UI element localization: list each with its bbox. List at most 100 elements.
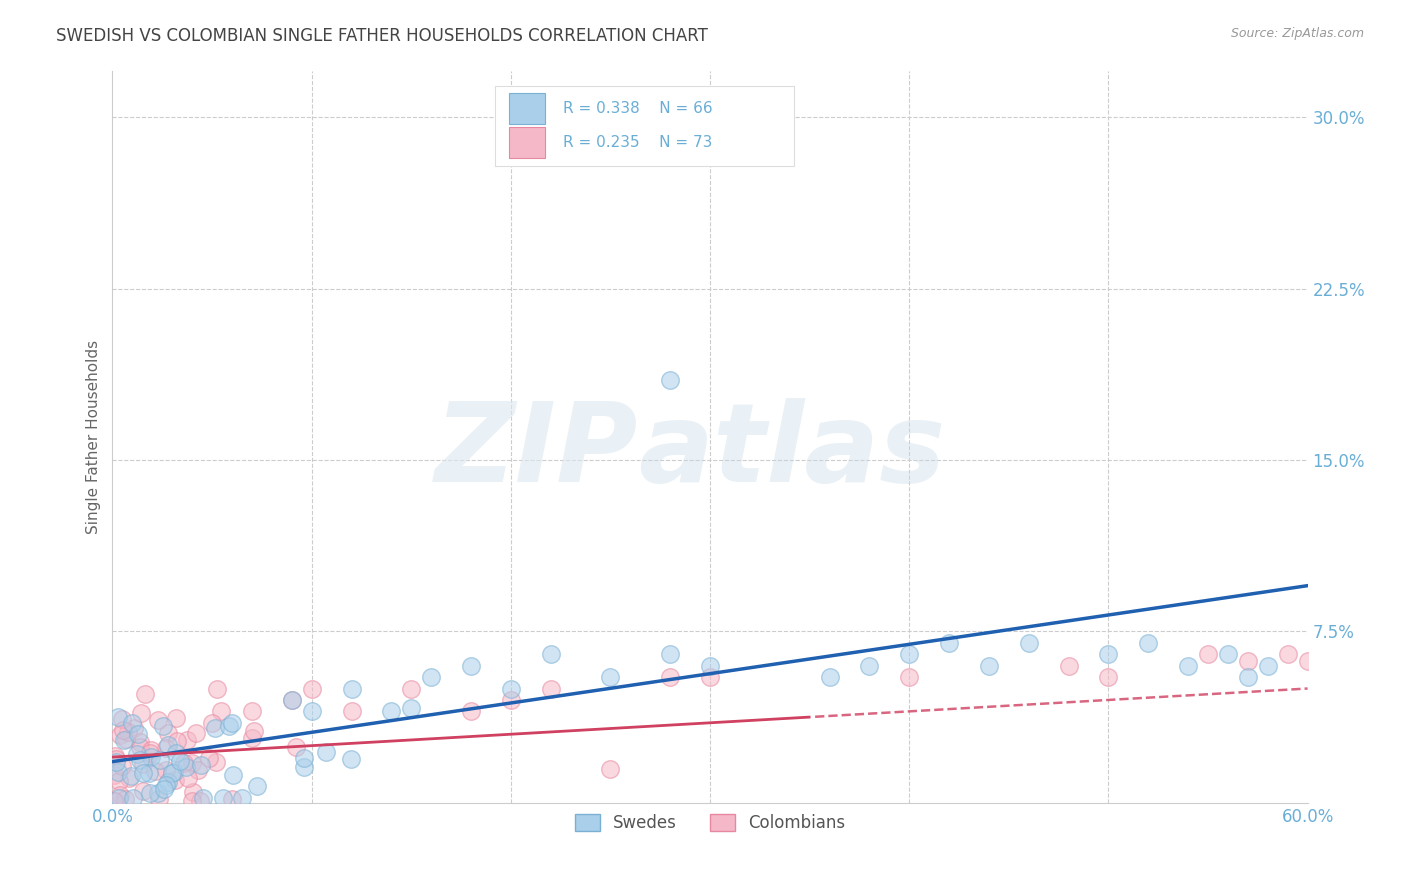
- Point: [157, 725, 180, 739]
- Point: [121, 716, 143, 731]
- Point: [187, 764, 209, 778]
- Point: [1137, 636, 1160, 650]
- Point: [114, 731, 136, 746]
- Point: [165, 746, 187, 760]
- Point: [231, 791, 253, 805]
- Point: [240, 731, 263, 745]
- Point: [177, 772, 200, 786]
- Point: [155, 764, 177, 778]
- Point: [190, 757, 212, 772]
- Point: [858, 658, 880, 673]
- Point: [222, 768, 245, 782]
- Point: [124, 721, 146, 735]
- Point: [155, 778, 177, 792]
- Point: [108, 788, 131, 802]
- Point: [165, 773, 187, 788]
- Point: [201, 715, 224, 730]
- Point: [292, 760, 315, 774]
- Point: [659, 670, 682, 684]
- Point: [1197, 647, 1219, 661]
- Point: [132, 757, 155, 772]
- Point: [176, 733, 198, 747]
- Point: [120, 769, 142, 783]
- Point: [340, 752, 363, 766]
- Point: [1097, 647, 1119, 661]
- Point: [112, 733, 135, 747]
- Point: [221, 792, 243, 806]
- Point: [107, 765, 129, 780]
- Point: [240, 705, 263, 719]
- Point: [818, 670, 841, 684]
- Text: R = 0.338    N = 66: R = 0.338 N = 66: [562, 101, 713, 116]
- Point: [132, 784, 155, 798]
- Point: [105, 756, 128, 770]
- Point: [141, 743, 163, 757]
- Point: [174, 759, 197, 773]
- Point: [659, 373, 682, 387]
- Point: [285, 739, 308, 754]
- Point: [128, 754, 150, 768]
- Point: [340, 681, 363, 696]
- Point: [103, 793, 125, 807]
- Text: SWEDISH VS COLOMBIAN SINGLE FATHER HOUSEHOLDS CORRELATION CHART: SWEDISH VS COLOMBIAN SINGLE FATHER HOUSE…: [56, 27, 709, 45]
- Point: [659, 647, 682, 661]
- Point: [173, 756, 195, 770]
- Point: [1097, 670, 1119, 684]
- Point: [117, 724, 139, 739]
- Point: [301, 705, 323, 719]
- Point: [1277, 647, 1299, 661]
- Point: [1296, 654, 1319, 668]
- Point: [1237, 670, 1260, 684]
- Point: [281, 693, 304, 707]
- Legend: Swedes, Colombians: Swedes, Colombians: [568, 807, 852, 838]
- Point: [198, 751, 221, 765]
- FancyBboxPatch shape: [509, 94, 546, 124]
- Point: [380, 705, 402, 719]
- Point: [221, 715, 243, 730]
- Point: [138, 786, 160, 800]
- Point: [156, 739, 179, 753]
- Point: [315, 745, 337, 759]
- Point: [160, 765, 183, 780]
- Point: [148, 786, 170, 800]
- Point: [204, 721, 226, 735]
- Point: [110, 727, 132, 741]
- Point: [246, 779, 269, 793]
- Point: [209, 704, 232, 718]
- Point: [153, 781, 176, 796]
- Point: [103, 749, 125, 764]
- Point: [143, 764, 166, 778]
- Point: [420, 670, 443, 684]
- Point: [281, 693, 304, 707]
- Point: [640, 145, 662, 159]
- Text: Source: ZipAtlas.com: Source: ZipAtlas.com: [1230, 27, 1364, 40]
- Point: [1257, 658, 1279, 673]
- Point: [401, 700, 423, 714]
- Point: [540, 681, 562, 696]
- Point: [301, 681, 323, 696]
- Point: [340, 705, 363, 719]
- Point: [117, 771, 139, 785]
- Point: [181, 785, 204, 799]
- Point: [163, 764, 186, 779]
- Point: [107, 710, 129, 724]
- Point: [103, 768, 125, 782]
- Point: [1018, 636, 1040, 650]
- Point: [122, 791, 145, 805]
- Point: [149, 753, 172, 767]
- Point: [212, 791, 235, 805]
- Point: [540, 647, 562, 661]
- Point: [180, 756, 202, 771]
- Point: [166, 734, 188, 748]
- Point: [134, 687, 156, 701]
- Point: [155, 740, 177, 755]
- Point: [460, 658, 482, 673]
- Point: [699, 658, 721, 673]
- Point: [218, 719, 240, 733]
- FancyBboxPatch shape: [495, 86, 794, 167]
- Point: [105, 752, 128, 766]
- Point: [205, 681, 228, 696]
- Point: [169, 755, 191, 769]
- Point: [180, 793, 202, 807]
- Point: [460, 705, 482, 719]
